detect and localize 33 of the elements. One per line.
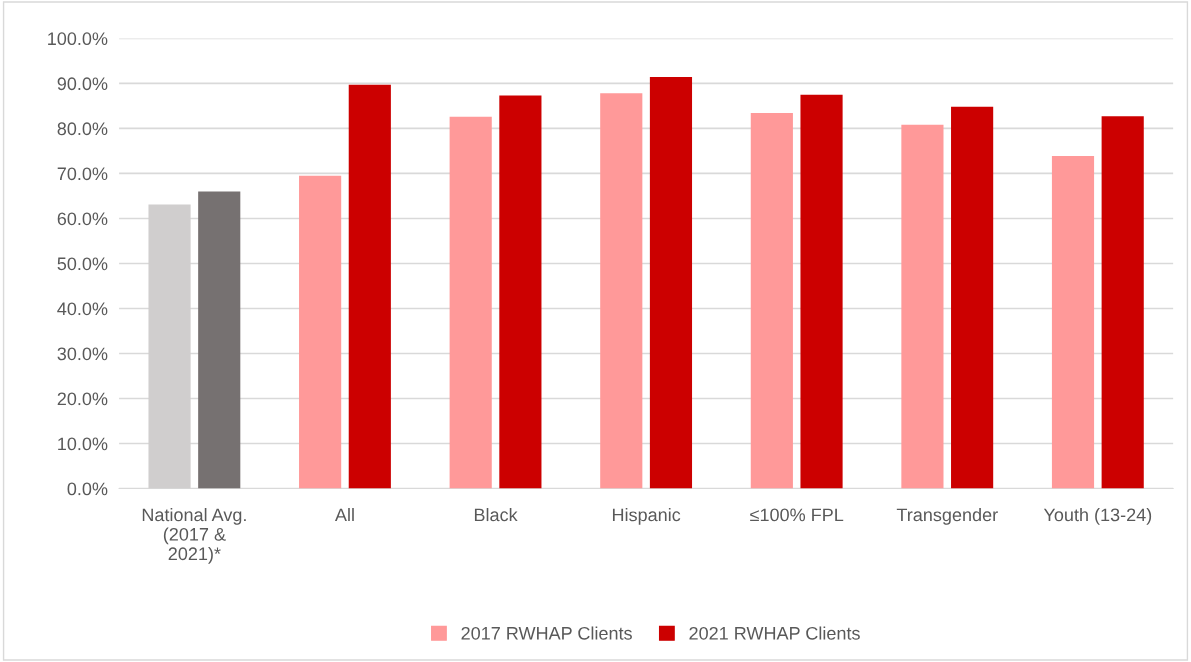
- y-tick-label: 100.0%: [48, 32, 108, 46]
- y-tick-label: 20.0%: [57, 392, 108, 406]
- bar: [499, 95, 542, 489]
- bar: [800, 94, 843, 489]
- y-tick-label: 60.0%: [57, 212, 108, 226]
- x-tick-label: Transgender: [896, 508, 998, 525]
- x-tick-label: All: [334, 508, 354, 522]
- bar: [299, 175, 342, 489]
- bar: [649, 77, 693, 489]
- bar: [1051, 155, 1095, 489]
- y-tick-label: 90.0%: [57, 77, 108, 91]
- bar: [951, 106, 994, 489]
- bar: [1101, 116, 1144, 489]
- bar: [348, 84, 391, 489]
- y-tick-label: 40.0%: [57, 302, 108, 316]
- bar: [901, 124, 944, 489]
- y-tick-label: 80.0%: [57, 122, 108, 136]
- x-tick-label: Youth (13-24): [1043, 508, 1152, 525]
- x-tick-label: National Avg. (2017 & 2021)*: [142, 508, 246, 564]
- y-tick-label: 10.0%: [58, 437, 108, 451]
- y-tick-label: 70.0%: [57, 167, 108, 181]
- y-tick-label: 30.0%: [57, 347, 108, 361]
- y-tick-label: 50.0%: [57, 257, 108, 271]
- bar: [600, 93, 643, 489]
- bar: [198, 191, 241, 489]
- y-tick-label: 0.0%: [67, 482, 108, 496]
- bar: [750, 113, 793, 489]
- x-tick-label: Black: [474, 508, 518, 522]
- bar: [449, 116, 492, 489]
- legend-label: 2017 RWHAP Clients: [461, 626, 632, 640]
- x-tick-label: Hispanic: [612, 508, 681, 525]
- legend-label: 2021 RWHAP Clients: [689, 626, 860, 640]
- x-tick-label: ≤100% FPL: [750, 508, 844, 522]
